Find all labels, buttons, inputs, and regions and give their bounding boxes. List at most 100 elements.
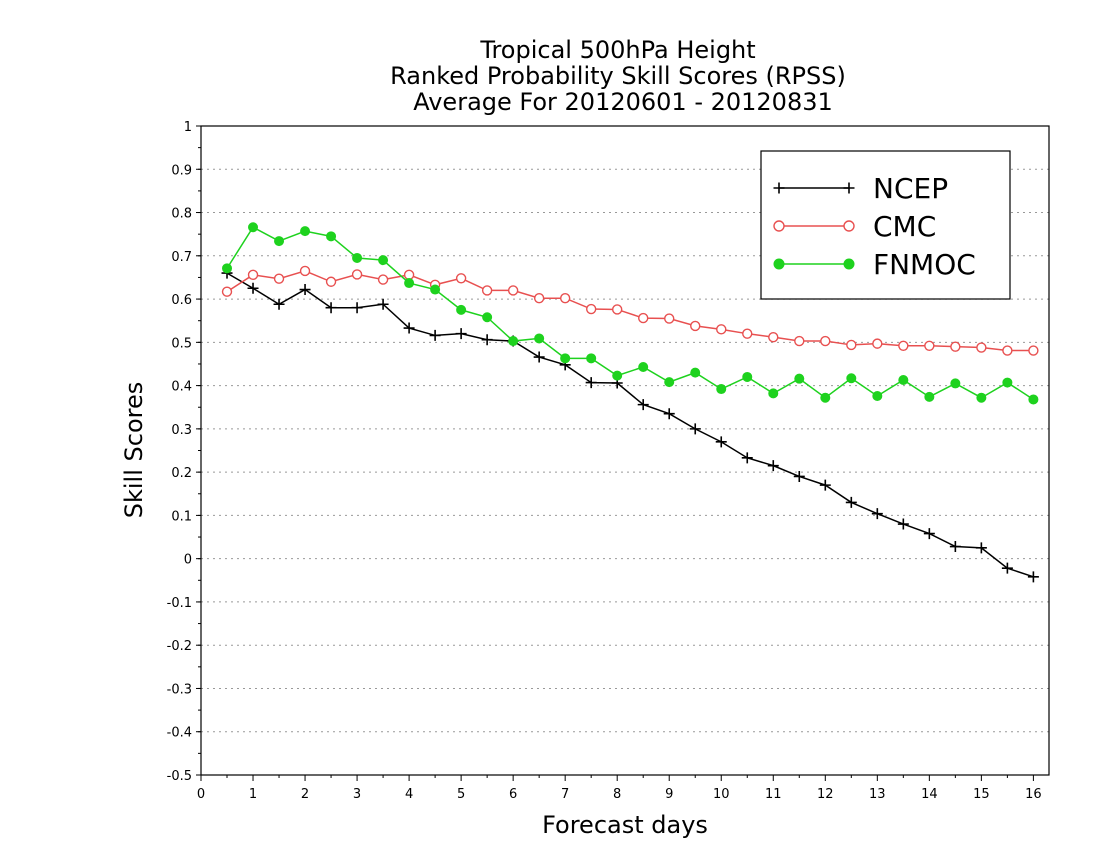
fnmoc-point <box>950 378 961 389</box>
fnmoc-point <box>222 263 233 274</box>
fnmoc-point <box>1002 377 1013 388</box>
fnmoc-point <box>638 361 649 372</box>
x-tick-label: 2 <box>301 787 309 802</box>
fnmoc-point <box>404 278 415 289</box>
y-tick-label: 0.8 <box>171 207 192 222</box>
fnmoc-point <box>560 353 571 364</box>
ncep-point <box>325 302 337 314</box>
cmc-point <box>950 341 961 352</box>
series-fnmoc <box>222 222 1039 405</box>
x-tick-label: 8 <box>613 787 621 802</box>
series-cmc <box>221 265 1039 356</box>
y-axis-title: Skill Scores <box>120 382 148 519</box>
ncep-point <box>585 377 597 389</box>
cmc-point <box>585 303 597 315</box>
y-axis-ticks: -0.5 -0.4 -0.3 -0.2 -0.1 0 0.1 0.2 0.3 0.4 0.5 0.6 0… <box>167 120 201 784</box>
ncep-point <box>715 436 727 448</box>
legend-marker <box>843 258 855 270</box>
fnmoc-point <box>274 236 285 247</box>
cmc-point <box>247 269 259 281</box>
ncep-point <box>403 322 415 334</box>
legend: NCEP CMC FNMOC <box>760 150 1011 300</box>
cmc-point <box>377 274 389 285</box>
y-tick-label: 0 <box>184 553 192 568</box>
y-tick-label: -0.5 <box>167 769 192 784</box>
cmc-point <box>403 269 415 281</box>
cmc-point <box>1002 345 1013 356</box>
legend-label-ncep: NCEP <box>873 172 948 205</box>
ncep-point <box>819 479 831 491</box>
ncep-point <box>741 452 753 464</box>
legend-box <box>760 150 1011 300</box>
fnmoc-point <box>326 231 337 242</box>
fnmoc-point <box>508 336 519 347</box>
ncep-point <box>949 541 961 553</box>
fnmoc-point <box>976 392 987 403</box>
title-line-2: Ranked Probability Skill Scores (RPSS) <box>390 62 846 90</box>
fnmoc-point <box>378 255 389 266</box>
x-tick-label: 3 <box>353 787 361 802</box>
fnmoc-point <box>742 371 753 382</box>
legend-label-fnmoc: FNMOC <box>873 248 976 281</box>
cmc-point <box>976 342 987 353</box>
fnmoc-point <box>534 333 545 344</box>
ncep-point <box>481 334 493 346</box>
ncep-point <box>273 298 285 310</box>
cmc-point <box>351 269 363 280</box>
cmc-point <box>872 338 883 349</box>
ncep-point <box>247 282 259 294</box>
fnmoc-point <box>872 390 883 401</box>
ncep-point <box>1001 562 1013 574</box>
legend-marker <box>773 220 785 232</box>
ncep-point <box>429 329 441 341</box>
y-tick-label: 0.6 <box>171 293 192 308</box>
legend-entries: NCEP CMC FNMOC <box>773 172 976 281</box>
cmc-point <box>768 331 779 343</box>
y-tick-label: 0.1 <box>171 509 192 524</box>
x-tick-label: 7 <box>561 787 569 802</box>
ncep-point <box>455 328 467 340</box>
fnmoc-point <box>924 391 935 402</box>
fnmoc-point <box>612 370 623 381</box>
ncep-point <box>793 470 805 482</box>
title-line-3: Average For 20120601 - 20120831 <box>413 88 833 116</box>
y-tick-label: -0.3 <box>167 682 192 697</box>
ncep-point <box>975 542 987 554</box>
x-tick-label: 14 <box>921 787 938 802</box>
fnmoc-point <box>300 226 311 237</box>
ncep-point <box>1027 571 1039 583</box>
cmc-point <box>507 285 519 296</box>
ncep-point <box>897 518 909 530</box>
y-tick-label: 0.4 <box>171 380 192 395</box>
cmc-point <box>638 312 649 324</box>
legend-marker <box>843 220 855 232</box>
y-tick-label: -0.2 <box>167 639 192 654</box>
x-tick-label: 12 <box>817 787 834 802</box>
y-tick-label: 0.2 <box>171 466 192 481</box>
cmc-point <box>898 340 909 351</box>
cmc-point <box>846 339 857 351</box>
x-tick-label: 9 <box>665 787 673 802</box>
y-tick-label: -0.1 <box>167 596 192 611</box>
ncep-point <box>351 302 363 314</box>
cmc-point <box>611 304 623 315</box>
cmc-point <box>664 313 675 324</box>
x-axis-title: Forecast days <box>542 811 708 839</box>
x-tick-label: 13 <box>869 787 886 802</box>
chart-title: Tropical 500hPa Height Ranked Probabilit… <box>390 36 846 116</box>
cmc-point <box>924 340 935 351</box>
ncep-point <box>663 408 675 420</box>
x-tick-label: 5 <box>457 787 465 802</box>
fnmoc-point <box>248 222 259 233</box>
x-tick-label: 10 <box>713 787 730 802</box>
cmc-point <box>716 324 727 335</box>
ncep-point <box>637 399 649 411</box>
fnmoc-point <box>664 377 675 388</box>
y-tick-label: -0.4 <box>167 726 192 741</box>
y-tick-label: 1 <box>184 120 192 135</box>
legend-marker <box>773 258 785 270</box>
cmc-point <box>1028 345 1039 356</box>
fnmoc-point <box>586 353 597 364</box>
y-tick-label: 0.9 <box>171 163 192 178</box>
